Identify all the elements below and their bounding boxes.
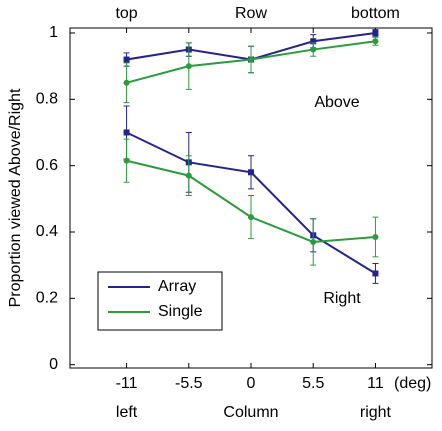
point <box>123 79 130 86</box>
point <box>372 29 379 36</box>
point <box>123 129 130 136</box>
point <box>123 157 130 164</box>
y-tick-label: 0.8 <box>36 91 58 108</box>
y-axis-label: Proportion viewed Above/Right <box>7 88 24 307</box>
legend-box <box>97 271 223 331</box>
point <box>123 56 130 63</box>
point <box>248 169 254 176</box>
x-tick-label: -5.5 <box>175 375 203 392</box>
annotation: Right <box>323 290 361 307</box>
point <box>185 63 192 70</box>
bottom-label: left <box>116 404 138 421</box>
x-unit-label: (deg) <box>394 375 431 392</box>
point <box>372 38 379 45</box>
top-label: top <box>115 5 137 22</box>
x-tick-label: 0 <box>247 375 256 392</box>
y-tick-label: 0.6 <box>36 157 58 174</box>
point <box>310 38 317 45</box>
legend-label: Single <box>158 303 203 320</box>
top-label: Row <box>235 5 267 22</box>
point <box>372 233 379 240</box>
legend-label: Array <box>158 278 196 295</box>
y-tick-label: 0 <box>49 356 58 373</box>
x-tick-label: 5.5 <box>302 375 324 392</box>
point <box>372 270 379 277</box>
top-label: bottom <box>351 5 400 22</box>
annotation: Above <box>314 94 359 111</box>
bottom-label: Column <box>223 404 278 421</box>
point <box>185 172 192 179</box>
point <box>248 214 254 221</box>
y-tick-label: 0.2 <box>36 290 58 307</box>
bottom-label: right <box>360 404 392 421</box>
point <box>310 46 317 53</box>
point <box>248 56 254 63</box>
y-tick-label: 0.4 <box>36 223 58 240</box>
x-tick-label: -11 <box>116 375 138 392</box>
y-tick-label: 1 <box>49 24 58 41</box>
x-tick-label: 11 <box>367 375 384 392</box>
point <box>310 238 317 245</box>
